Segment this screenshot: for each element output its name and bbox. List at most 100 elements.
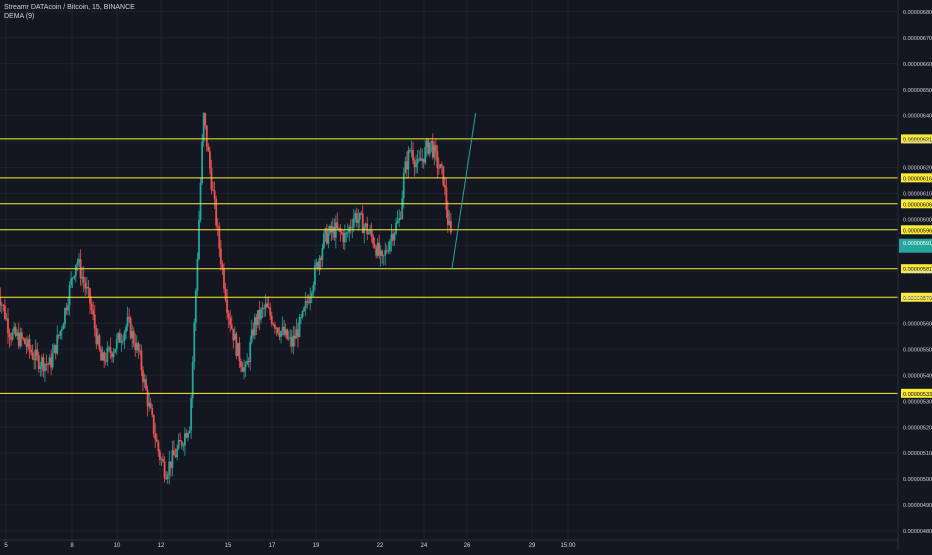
candle-body	[442, 166, 445, 186]
candle-body	[247, 360, 250, 363]
candle-body	[111, 353, 113, 358]
price-tick-label: 0.00000480	[903, 529, 932, 535]
candle-body	[379, 250, 382, 256]
candle-body	[309, 296, 312, 303]
candle-body	[25, 344, 28, 347]
candle-body	[142, 370, 144, 383]
candle-body	[349, 226, 352, 228]
candle-body	[20, 332, 23, 339]
candle-body	[168, 461, 171, 475]
candle-body	[278, 333, 281, 337]
candle-body	[191, 361, 194, 399]
candle-body	[384, 250, 387, 256]
candle-body	[318, 258, 321, 269]
candle-body	[357, 219, 360, 223]
candle-body	[446, 209, 449, 225]
candle-body	[277, 327, 279, 334]
candle-body	[407, 150, 410, 170]
candle-body	[120, 341, 123, 343]
candle-body	[399, 218, 402, 220]
candle-body	[146, 389, 149, 407]
price-tick-label: 0.00000560	[903, 321, 932, 327]
candle-body	[226, 299, 229, 313]
candle-body	[297, 329, 299, 337]
candle-body	[104, 360, 107, 362]
candle-body	[367, 232, 370, 235]
candle-body	[10, 337, 12, 340]
candle-body	[134, 343, 137, 350]
candle-body	[140, 350, 143, 371]
candle-body	[283, 326, 285, 335]
last-price-tag[interactable]	[899, 238, 932, 253]
indicator-label: DEMA (9)	[4, 13, 35, 20]
candle-body	[320, 258, 322, 260]
candle-body	[7, 318, 9, 334]
candle-body	[415, 163, 417, 168]
candle-body	[295, 329, 298, 339]
level-price-tag[interactable]	[901, 199, 932, 209]
candle-body	[354, 212, 357, 218]
price-tick-label: 0.00000670	[903, 36, 932, 42]
candle-body	[4, 305, 6, 319]
price-tick-label: 0.00000500	[903, 477, 932, 483]
candle-body	[244, 364, 247, 368]
candle-body	[67, 305, 69, 311]
candle-body	[152, 414, 155, 434]
level-price-tag[interactable]	[901, 388, 932, 398]
price-tick-label: 0.00000650	[903, 88, 932, 94]
price-axis[interactable]: 0.00000480 0.00000490 0.00000500 0.00000510…	[897, 0, 932, 550]
candle-body	[300, 316, 302, 318]
candle-body	[163, 461, 166, 478]
candle-body	[264, 303, 267, 309]
candle-body	[243, 367, 245, 372]
horizontal-levels[interactable]: 0.00000631 0.00000616 0.00000606 0.00000596…	[0, 134, 932, 398]
price-tick-label: 0.00000490	[903, 503, 932, 509]
candle-body	[87, 286, 90, 289]
candle-body	[199, 183, 202, 221]
candle-body	[221, 264, 224, 269]
candle-body	[100, 349, 102, 361]
trend-line[interactable]	[451, 112, 477, 269]
level-price-tag[interactable]	[901, 292, 932, 302]
candle-body	[132, 330, 135, 344]
candle-body	[37, 355, 40, 369]
candle-body	[183, 433, 186, 446]
candle-body	[16, 332, 19, 336]
candle-body	[346, 232, 349, 233]
candle-body	[306, 300, 309, 302]
candle-body	[266, 303, 269, 308]
level-price-tag[interactable]	[901, 134, 932, 144]
candle-body	[70, 278, 73, 286]
level-price-label: 0.00000616	[903, 176, 932, 182]
candle-body	[198, 220, 200, 260]
candle-body	[412, 150, 414, 161]
candle-body	[290, 336, 293, 347]
candle-body	[114, 348, 117, 353]
last-price-label: 0.00000591	[903, 241, 932, 247]
candle-body	[340, 232, 343, 234]
level-price-tag[interactable]	[901, 173, 932, 183]
candle-body	[358, 212, 361, 220]
trend-lines[interactable]	[451, 112, 477, 269]
level-price-tag[interactable]	[901, 264, 932, 274]
candle-body	[351, 227, 354, 229]
candle-body	[425, 140, 428, 147]
candle-body	[448, 221, 451, 225]
price-tick-label: 0.00000630	[903, 140, 932, 146]
candle-body	[135, 342, 138, 350]
candle-body	[298, 317, 301, 337]
candle-body	[154, 433, 157, 440]
candle-body	[17, 332, 20, 347]
level-price-tag[interactable]	[901, 225, 932, 235]
candle-body	[395, 223, 397, 234]
candle-body	[115, 338, 118, 349]
candle-body	[443, 185, 446, 188]
time-axis[interactable]: 5 8 10 12 15 17 19 22 24 26 29 15:00	[0, 539, 898, 549]
candle-body	[333, 226, 336, 238]
price-tick-label: 0.00000550	[903, 347, 932, 353]
candle-body	[34, 349, 37, 361]
candle-body	[143, 379, 146, 383]
price-tick-label: 0.00000610	[903, 192, 932, 198]
